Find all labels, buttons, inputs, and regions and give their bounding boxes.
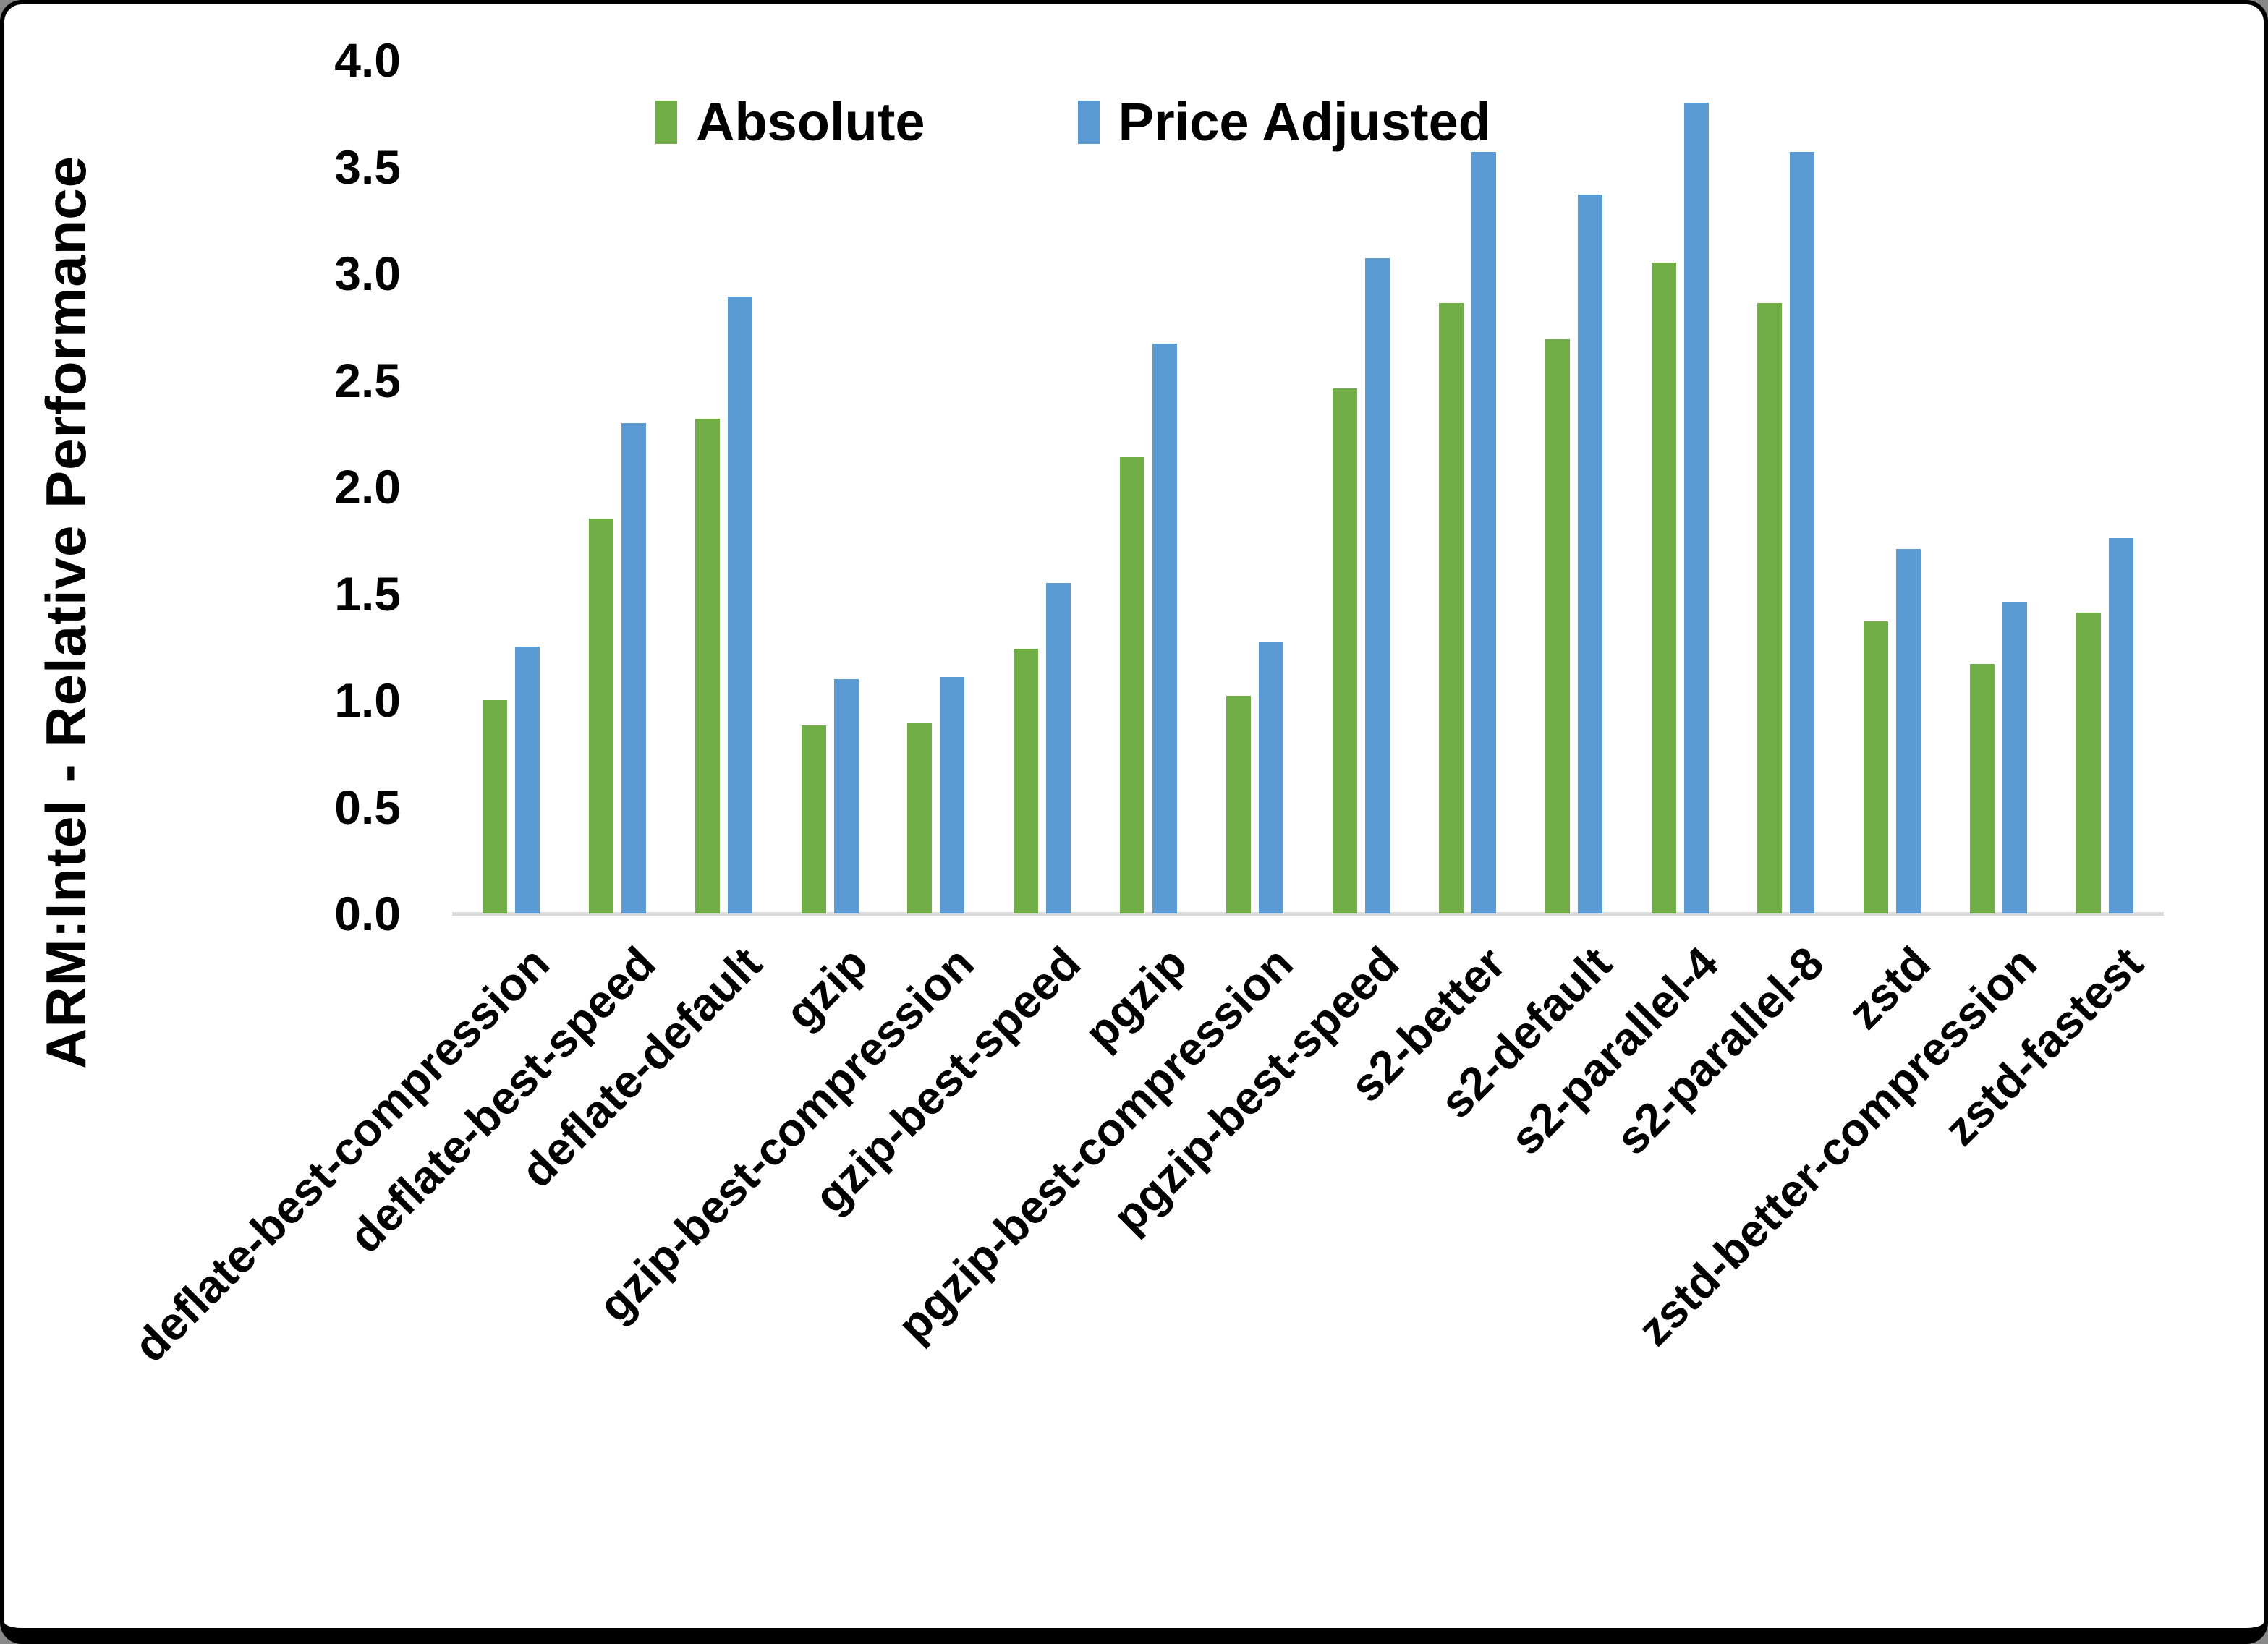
legend-swatch-price-adjusted bbox=[1077, 100, 1100, 144]
bar-absolute bbox=[1120, 456, 1145, 913]
bar-price-adjusted bbox=[1152, 344, 1178, 913]
bar-group bbox=[1095, 60, 1202, 913]
y-tick-label: 3.5 bbox=[334, 140, 401, 194]
bar-price-adjusted bbox=[621, 422, 646, 913]
bar-group bbox=[1945, 60, 2052, 913]
bar-group bbox=[883, 60, 990, 913]
bar-group bbox=[1521, 60, 1627, 913]
bar-absolute bbox=[907, 723, 933, 913]
x-category-label: deflate-best-compression bbox=[123, 937, 559, 1372]
y-tick-label: 0.5 bbox=[334, 780, 401, 834]
bar-price-adjusted bbox=[1790, 151, 1815, 913]
bar-group bbox=[989, 60, 1095, 913]
legend: Absolute Price Adjusted bbox=[655, 80, 1491, 163]
bar-absolute bbox=[1545, 339, 1570, 913]
bar-group bbox=[1202, 60, 1308, 913]
bar-price-adjusted bbox=[514, 647, 540, 913]
bar-group bbox=[458, 60, 564, 913]
y-tick-label: 2.5 bbox=[334, 353, 401, 407]
bar-absolute bbox=[2076, 613, 2102, 913]
bar-price-adjusted bbox=[1471, 151, 1496, 913]
bar-price-adjusted bbox=[1046, 582, 1071, 913]
bar-absolute bbox=[1651, 263, 1676, 913]
legend-swatch-absolute bbox=[655, 100, 677, 144]
bar-absolute bbox=[801, 725, 826, 913]
bar-group bbox=[1414, 60, 1521, 913]
bar-absolute bbox=[1014, 649, 1039, 913]
y-axis-title: ARM:Intel - Relative Performance bbox=[33, 155, 98, 1069]
bar-absolute bbox=[588, 519, 613, 913]
bar-absolute bbox=[1757, 303, 1783, 913]
bar-price-adjusted bbox=[940, 676, 965, 913]
bar-price-adjusted bbox=[1364, 258, 1390, 913]
bar-absolute bbox=[1332, 388, 1357, 913]
bar-price-adjusted bbox=[2109, 537, 2134, 913]
y-tick-label: 0.0 bbox=[334, 887, 401, 940]
bar-price-adjusted bbox=[1896, 548, 1921, 913]
bar-group bbox=[777, 60, 883, 913]
bar-group bbox=[1839, 60, 1945, 913]
bar-price-adjusted bbox=[2002, 602, 2028, 913]
y-tick-label: 4.0 bbox=[334, 33, 401, 87]
bar-group bbox=[564, 60, 671, 913]
y-tick-label: 1.5 bbox=[334, 566, 401, 621]
bar-price-adjusted bbox=[1259, 642, 1284, 913]
legend-label-price-adjusted: Price Adjusted bbox=[1118, 92, 1491, 152]
legend-label-absolute: Absolute bbox=[696, 92, 925, 152]
y-tick-label: 2.0 bbox=[334, 460, 401, 514]
y-tick-label: 3.0 bbox=[334, 247, 401, 300]
x-axis-line bbox=[452, 912, 2164, 916]
bar-price-adjusted bbox=[1577, 194, 1602, 913]
plot-area bbox=[458, 60, 2158, 913]
bar-group bbox=[1733, 60, 1840, 913]
bar-absolute bbox=[482, 700, 507, 913]
bar-group bbox=[2052, 60, 2158, 913]
y-axis-title-box: ARM:Intel - Relative Performance bbox=[4, 4, 127, 1219]
bar-group bbox=[671, 60, 777, 913]
legend-item-absolute: Absolute bbox=[655, 91, 925, 153]
bar-absolute bbox=[1438, 303, 1464, 913]
legend-item-price-adjusted: Price Adjusted bbox=[1077, 91, 1491, 153]
bar-group bbox=[1308, 60, 1414, 913]
bar-absolute bbox=[1970, 663, 1995, 913]
bar-absolute bbox=[1864, 621, 1889, 913]
bar-absolute bbox=[695, 418, 720, 913]
bar-price-adjusted bbox=[1683, 103, 1709, 913]
bar-group bbox=[1627, 60, 1733, 913]
bar-absolute bbox=[1226, 696, 1252, 913]
bar-price-adjusted bbox=[833, 678, 859, 913]
bar-price-adjusted bbox=[727, 297, 752, 913]
y-tick-label: 1.0 bbox=[334, 673, 401, 727]
